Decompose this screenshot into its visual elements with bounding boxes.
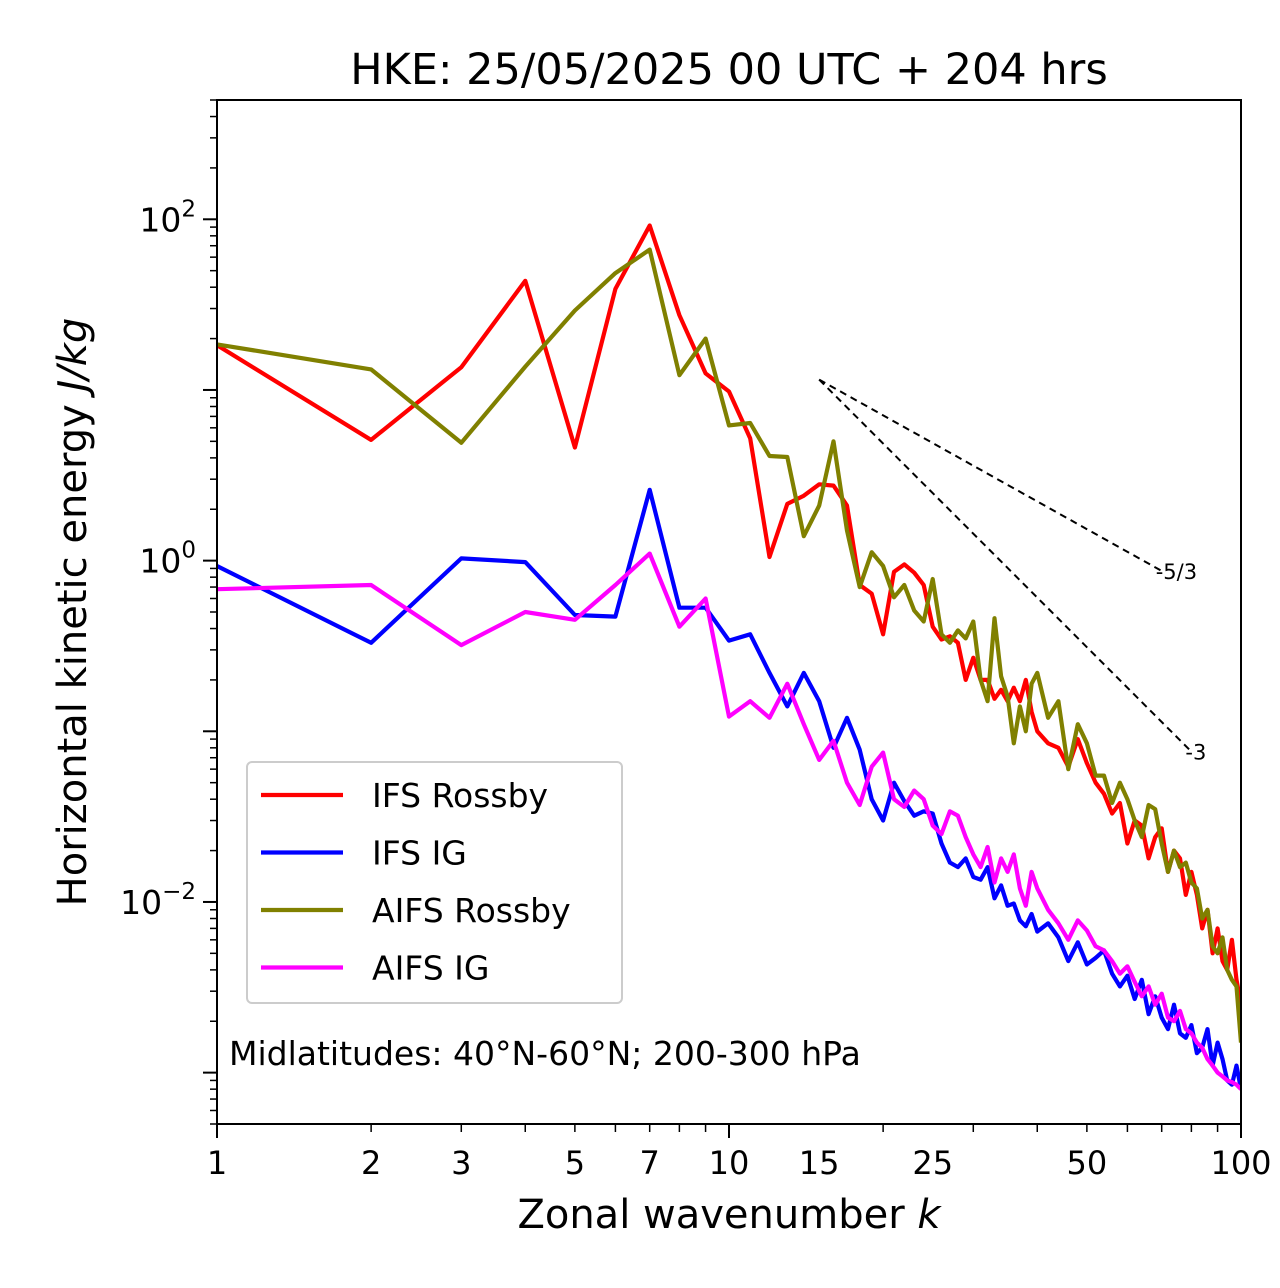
legend: IFS Rossby IFS IG AIFS Rossby AIFS IG	[246, 761, 623, 1004]
legend-label-0: IFS Rossby	[372, 776, 548, 815]
legend-label-1: IFS IG	[372, 834, 467, 873]
legend-label-2: AIFS Rossby	[372, 891, 571, 930]
x-tick-label: 3	[451, 1144, 471, 1182]
legend-label-3: AIFS IG	[372, 949, 489, 988]
series-line-2	[217, 247, 1241, 1043]
y-axis: 10−2 100 102	[120, 99, 217, 1125]
series-layer	[217, 223, 1241, 1091]
x-tick-label: 2	[361, 1144, 381, 1182]
x-tick-label: 10	[709, 1144, 750, 1182]
series-line-0	[217, 223, 1241, 1006]
chart-title: HKE: 25/05/2025 00 UTC + 204 hrs	[350, 45, 1107, 95]
x-axis-label: Zonal wavenumber k	[517, 1192, 942, 1238]
region-annotation: Midlatitudes: 40°N-60°N; 200-300 hPa	[229, 1034, 861, 1073]
y-tick-label: 102	[139, 196, 196, 239]
y-tick-label: 100	[139, 538, 196, 581]
x-tick-label: 7	[640, 1144, 660, 1182]
reference-line-label-1: -3	[1185, 741, 1206, 765]
legend-box	[246, 761, 623, 1004]
reference-line-label-0: -5/3	[1156, 560, 1197, 584]
reference-line-0	[818, 378, 1163, 572]
x-axis: 1 2 3 5 7 10 15 25 50 100	[207, 1124, 1272, 1182]
x-tick-label: 15	[799, 1144, 840, 1182]
series-line-1	[217, 487, 1241, 1090]
x-tick-label: 25	[912, 1144, 953, 1182]
x-tick-label: 100	[1210, 1144, 1271, 1182]
x-tick-label: 1	[207, 1144, 227, 1182]
reference-lines	[818, 378, 1193, 753]
y-tick-label: 10−2	[120, 879, 196, 922]
x-tick-label: 50	[1067, 1144, 1108, 1182]
y-axis-label: Horizontal kinetic energy J/kg	[50, 318, 96, 907]
x-tick-label: 5	[565, 1144, 585, 1182]
reference-line-1	[818, 378, 1193, 753]
series-line-3	[217, 551, 1241, 1091]
